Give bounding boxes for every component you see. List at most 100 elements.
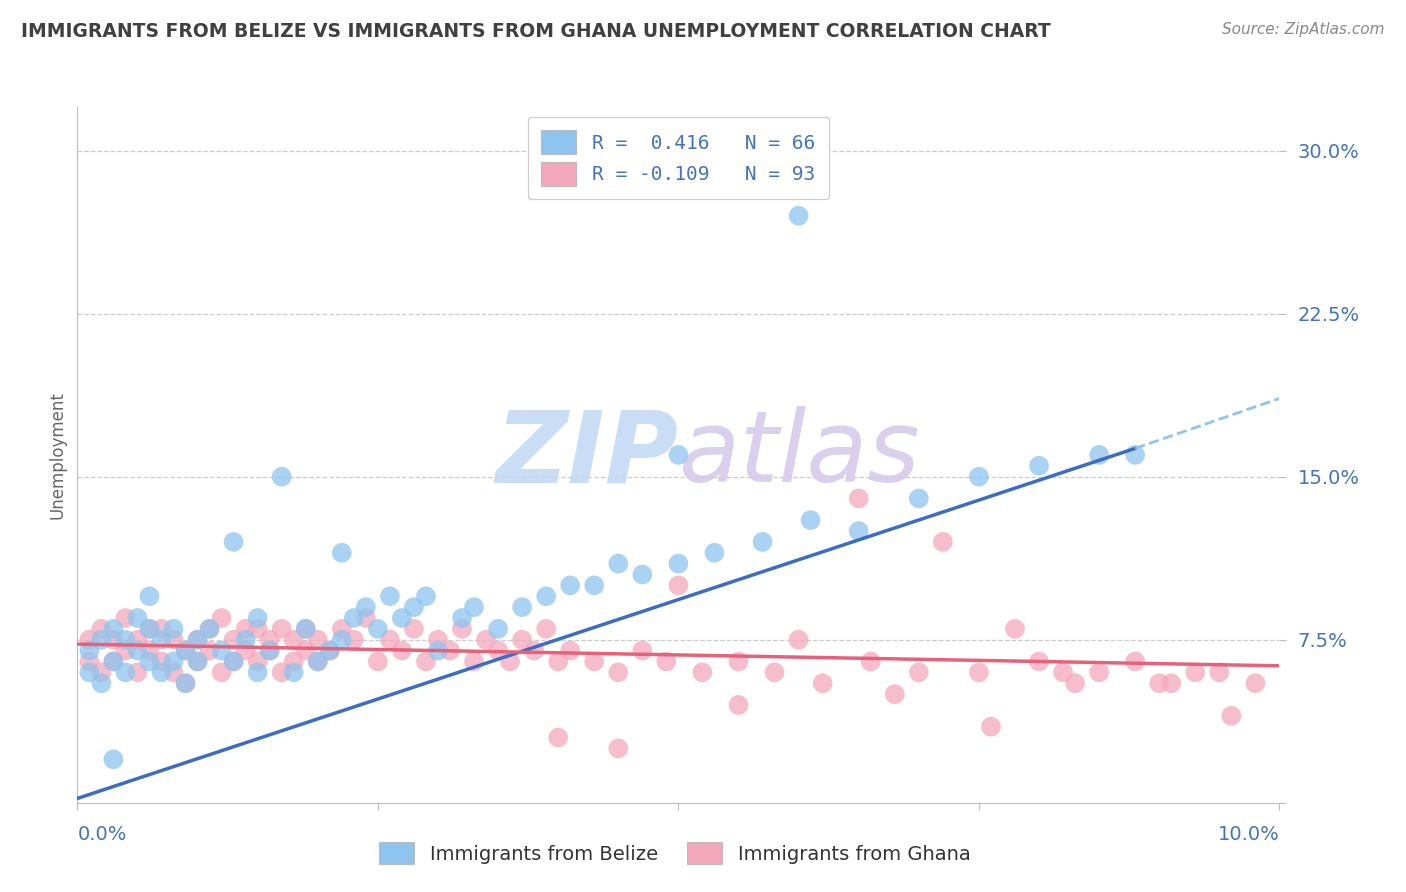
- Point: [198, 622, 221, 636]
- Point: [510, 632, 533, 647]
- Point: [1220, 708, 1243, 723]
- Point: [259, 632, 281, 647]
- Point: [1052, 665, 1074, 680]
- Point: [703, 546, 725, 560]
- Point: [463, 655, 485, 669]
- Point: [908, 665, 931, 680]
- Point: [103, 632, 125, 647]
- Point: [763, 665, 786, 680]
- Point: [583, 578, 606, 592]
- Point: [932, 535, 955, 549]
- Point: [1244, 676, 1267, 690]
- Point: [510, 600, 533, 615]
- Point: [668, 578, 690, 592]
- Point: [427, 632, 450, 647]
- Point: [138, 589, 160, 603]
- Point: [138, 622, 160, 636]
- Point: [1064, 676, 1087, 690]
- Point: [198, 622, 221, 636]
- Point: [307, 655, 329, 669]
- Point: [607, 741, 630, 756]
- Point: [174, 643, 197, 657]
- Point: [283, 632, 305, 647]
- Point: [343, 632, 366, 647]
- Text: 10.0%: 10.0%: [1218, 825, 1279, 844]
- Point: [138, 622, 160, 636]
- Point: [103, 622, 125, 636]
- Point: [727, 698, 749, 712]
- Point: [186, 632, 209, 647]
- Point: [330, 546, 353, 560]
- Point: [307, 632, 329, 647]
- Point: [800, 513, 823, 527]
- Point: [1208, 665, 1230, 680]
- Point: [1160, 676, 1182, 690]
- Point: [79, 643, 101, 657]
- Point: [523, 643, 546, 657]
- Point: [114, 643, 136, 657]
- Point: [211, 611, 233, 625]
- Point: [354, 600, 377, 615]
- Legend: Immigrants from Belize, Immigrants from Ghana: Immigrants from Belize, Immigrants from …: [370, 833, 980, 873]
- Point: [655, 655, 678, 669]
- Point: [451, 622, 474, 636]
- Point: [150, 665, 173, 680]
- Point: [1088, 448, 1111, 462]
- Point: [150, 622, 173, 636]
- Point: [463, 600, 485, 615]
- Point: [883, 687, 905, 701]
- Point: [560, 643, 582, 657]
- Point: [848, 491, 870, 506]
- Point: [259, 643, 281, 657]
- Point: [727, 655, 749, 669]
- Point: [127, 665, 149, 680]
- Point: [150, 655, 173, 669]
- Point: [235, 643, 257, 657]
- Point: [127, 632, 149, 647]
- Point: [343, 611, 366, 625]
- Point: [415, 655, 437, 669]
- Point: [103, 655, 125, 669]
- Point: [90, 622, 112, 636]
- Text: ZIP: ZIP: [495, 407, 679, 503]
- Point: [114, 611, 136, 625]
- Point: [378, 632, 401, 647]
- Point: [330, 632, 353, 647]
- Point: [391, 611, 413, 625]
- Point: [692, 665, 714, 680]
- Point: [259, 643, 281, 657]
- Point: [162, 632, 184, 647]
- Point: [186, 632, 209, 647]
- Point: [174, 643, 197, 657]
- Point: [391, 643, 413, 657]
- Point: [415, 589, 437, 603]
- Point: [1149, 676, 1171, 690]
- Point: [319, 643, 342, 657]
- Point: [330, 622, 353, 636]
- Legend: R =  0.416   N = 66, R = -0.109   N = 93: R = 0.416 N = 66, R = -0.109 N = 93: [527, 117, 830, 199]
- Point: [547, 655, 569, 669]
- Point: [486, 622, 509, 636]
- Point: [583, 655, 606, 669]
- Point: [547, 731, 569, 745]
- Point: [751, 535, 773, 549]
- Point: [294, 622, 316, 636]
- Point: [283, 655, 305, 669]
- Point: [235, 622, 257, 636]
- Point: [378, 589, 401, 603]
- Point: [486, 643, 509, 657]
- Point: [174, 676, 197, 690]
- Point: [174, 676, 197, 690]
- Point: [1184, 665, 1206, 680]
- Point: [162, 665, 184, 680]
- Point: [246, 655, 269, 669]
- Point: [90, 665, 112, 680]
- Point: [283, 665, 305, 680]
- Point: [534, 622, 557, 636]
- Point: [668, 557, 690, 571]
- Point: [222, 655, 245, 669]
- Point: [79, 655, 101, 669]
- Point: [607, 665, 630, 680]
- Point: [848, 524, 870, 538]
- Point: [103, 655, 125, 669]
